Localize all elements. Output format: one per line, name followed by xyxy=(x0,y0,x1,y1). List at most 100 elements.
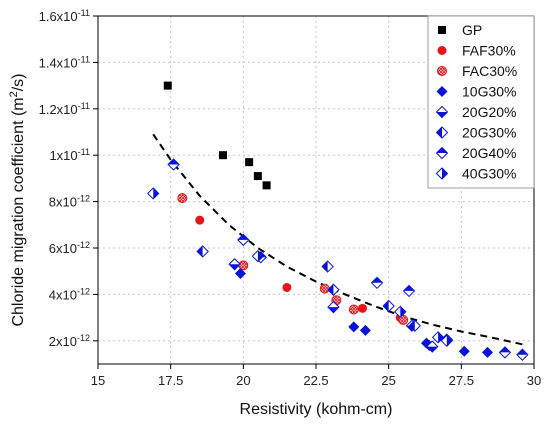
data-point xyxy=(402,284,416,298)
marker-diamond-half xyxy=(516,349,528,355)
data-point xyxy=(327,300,340,314)
y-tick-label: 6x10-12 xyxy=(49,240,90,256)
data-point xyxy=(431,331,445,344)
marker-circle-hatched xyxy=(319,283,330,294)
marker-diamond-half xyxy=(442,168,448,179)
legend-item: 20G40% xyxy=(435,145,516,161)
data-point xyxy=(167,158,180,171)
marker-circle-hatched xyxy=(177,193,188,204)
legend-item: 40G30% xyxy=(435,166,516,182)
marker-diamond xyxy=(481,346,493,358)
marker-diamond-half xyxy=(400,306,406,318)
legend-label: 10G30% xyxy=(462,84,516,100)
marker-diamond xyxy=(348,321,360,333)
legend-item: 20G30% xyxy=(435,125,516,141)
y-axis-title-main: Chloride migration coefficient (m xyxy=(10,97,27,326)
y-tick-label: 1.2x10-11 xyxy=(39,101,90,117)
series-faf30pct xyxy=(195,215,405,323)
data-point xyxy=(348,321,360,333)
data-point xyxy=(382,299,395,313)
legend-marker xyxy=(435,126,449,139)
data-point xyxy=(237,233,250,247)
marker-circle-hatched xyxy=(398,314,409,325)
y-tick-label: 1.4x10-11 xyxy=(39,54,90,70)
legend-marker xyxy=(436,86,448,97)
data-point xyxy=(321,260,334,273)
series-40g30pct xyxy=(147,187,454,348)
marker-circle-hatched xyxy=(348,304,359,315)
marker-diamond-half xyxy=(409,320,415,332)
legend-item: 10G30% xyxy=(436,84,516,100)
legend-label: 20G40% xyxy=(462,145,516,161)
data-point xyxy=(245,158,254,167)
data-point xyxy=(394,305,407,319)
marker-diamond-half xyxy=(438,331,444,343)
data-point xyxy=(262,181,271,190)
y-tick-label: 2x10-12 xyxy=(49,333,90,349)
marker-square xyxy=(218,151,227,160)
data-point xyxy=(228,258,241,271)
legend: GP FAF30% FAC30% 10G30% 20G20% 20G30% 20G40% 40… xyxy=(427,15,535,189)
data-point xyxy=(251,249,265,263)
legend-item: FAC30% xyxy=(437,63,517,79)
series-fac30pct xyxy=(177,193,409,325)
marker-diamond-half xyxy=(327,284,334,296)
marker-square xyxy=(253,172,262,181)
marker-diamond-half xyxy=(153,187,159,199)
marker-diamond-half xyxy=(426,346,438,353)
x-tick-label: 17.5 xyxy=(158,373,183,388)
legend-label: FAC30% xyxy=(462,63,517,79)
data-point xyxy=(327,283,340,296)
data-point xyxy=(218,151,227,160)
x-tick-label: 22.5 xyxy=(303,373,328,388)
marker-diamond-half xyxy=(197,245,203,257)
y-axis-title-end: /s) xyxy=(10,73,27,91)
x-tick-label: 30 xyxy=(527,373,541,388)
marker-diamond-half xyxy=(257,250,264,262)
data-point xyxy=(458,345,470,357)
legend-marker xyxy=(438,26,446,34)
x-tick-label: 15 xyxy=(91,373,105,388)
marker-diamond-half xyxy=(327,307,339,313)
marker-circle-hatched xyxy=(437,66,447,76)
data-point xyxy=(481,346,493,358)
marker-diamond xyxy=(234,268,246,280)
data-point xyxy=(516,348,529,361)
y-tick-label: 1.6x10-11 xyxy=(39,8,90,24)
y-axis-title-sup: 2 xyxy=(8,91,20,97)
data-point xyxy=(440,334,454,348)
legend-label: 20G20% xyxy=(462,104,516,120)
marker-circle xyxy=(195,215,205,225)
data-point xyxy=(408,319,422,332)
marker-diamond-half xyxy=(446,335,453,347)
legend-item: FAF30% xyxy=(437,43,516,59)
y-tick-label: 1x10-11 xyxy=(49,147,90,163)
marker-circle xyxy=(282,282,292,292)
marker-square xyxy=(438,26,446,34)
data-point xyxy=(498,346,512,359)
trendline xyxy=(152,133,523,346)
marker-diamond-half xyxy=(168,158,180,165)
data-point xyxy=(163,81,172,90)
marker-diamond-half xyxy=(237,234,249,240)
data-points-layer xyxy=(147,81,529,361)
marker-diamond-half xyxy=(371,277,383,283)
data-point xyxy=(319,283,330,294)
legend-item: GP xyxy=(438,22,482,38)
legend-label: 20G30% xyxy=(462,125,516,141)
data-point xyxy=(358,303,368,313)
series-20g20pct xyxy=(228,258,439,353)
marker-diamond-half xyxy=(322,261,328,273)
legend-label: 40G30% xyxy=(462,166,516,182)
legend-marker xyxy=(435,105,449,119)
marker-circle xyxy=(358,303,368,313)
legend-label: FAF30% xyxy=(462,43,516,59)
data-point xyxy=(147,187,160,200)
marker-square xyxy=(262,181,271,190)
marker-diamond-half xyxy=(436,127,442,138)
marker-diamond xyxy=(359,324,371,336)
data-point xyxy=(177,193,188,204)
data-point xyxy=(398,314,409,325)
x-axis-title: Resistivity (kohm-cm) xyxy=(240,401,393,418)
data-point xyxy=(359,324,371,336)
